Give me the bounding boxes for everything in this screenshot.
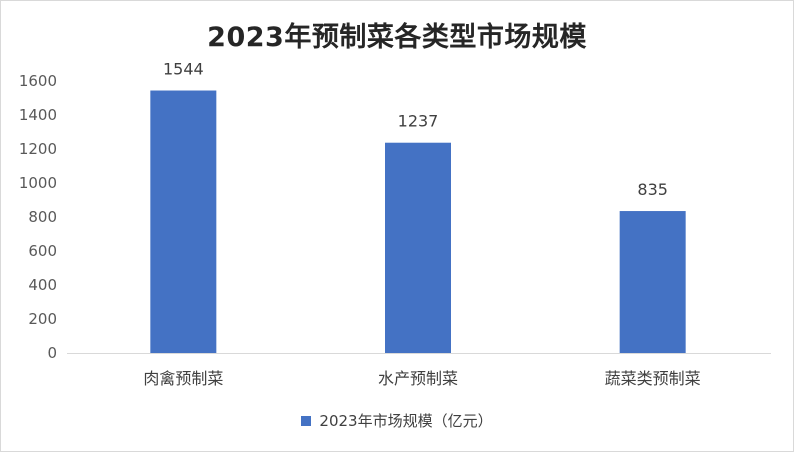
bar-series [150,90,686,354]
bar [619,211,686,353]
bar [150,90,217,354]
legend: 2023年市场规模（亿元） [1,410,793,431]
bar [385,142,451,353]
x-tick-label: 水产预制菜 [378,369,458,388]
y-tick-label: 200 [28,310,57,328]
y-tick-label: 1400 [19,106,57,124]
y-tick-label: 0 [47,344,57,362]
y-tick-label: 800 [28,208,57,226]
x-tick-label: 肉禽预制菜 [143,369,223,388]
data-label: 1237 [398,112,439,131]
y-tick-label: 600 [28,242,57,260]
y-axis: 0 200 400 600 800 1000 1200 1400 1600 [19,72,57,362]
legend-swatch [301,415,312,426]
x-tick-label: 蔬菜类预制菜 [605,369,701,388]
data-label: 835 [637,180,668,199]
data-label: 1544 [163,60,204,79]
y-tick-label: 1200 [19,140,57,158]
data-labels: 1544 1237 835 [163,60,668,200]
y-tick-label: 1000 [19,174,57,192]
x-axis: 肉禽预制菜 水产预制菜 蔬菜类预制菜 [143,369,700,388]
legend-label: 2023年市场规模（亿元） [319,412,493,430]
y-tick-label: 1600 [19,72,57,90]
chart-title: 2023年预制菜各类型市场规模 [207,22,587,53]
y-tick-label: 400 [28,276,57,294]
